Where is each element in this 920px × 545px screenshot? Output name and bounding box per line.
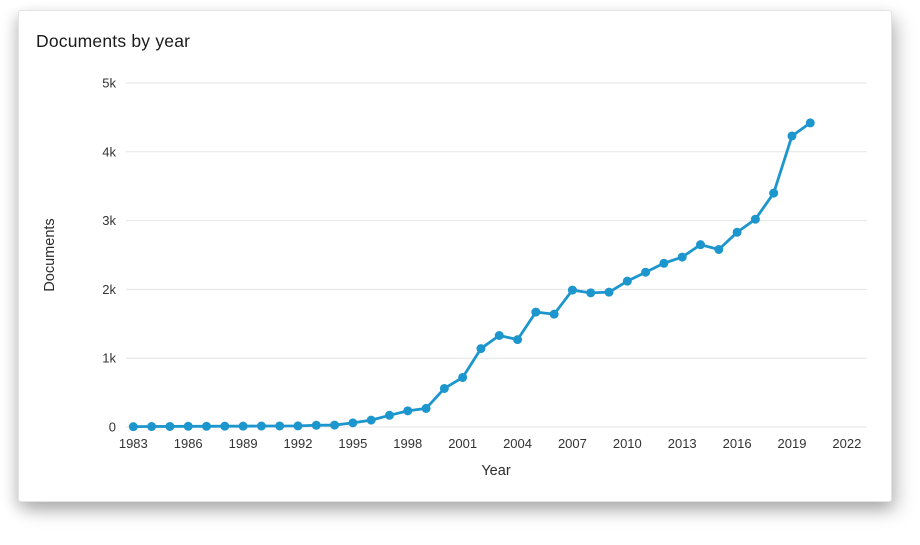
data-point-2007[interactable] bbox=[567, 285, 577, 295]
y-tick-label: 3k bbox=[102, 213, 116, 228]
data-point-1987[interactable] bbox=[202, 421, 212, 431]
data-point-1989[interactable] bbox=[238, 421, 248, 431]
data-point-1991[interactable] bbox=[275, 421, 285, 431]
data-point-1988[interactable] bbox=[220, 421, 230, 431]
data-point-1984[interactable] bbox=[147, 422, 157, 432]
documents-by-year-chart: 0 1k 2k 3k 4k 5k 1983 1986 1989 1992 1995 1998 2001 2… bbox=[102, 76, 867, 451]
x-tick-label: 2013 bbox=[668, 436, 697, 451]
data-point-2017[interactable] bbox=[750, 214, 760, 224]
y-tick-label: 1k bbox=[102, 351, 116, 366]
x-tick-label: 2022 bbox=[832, 436, 861, 451]
x-tick-label: 1998 bbox=[393, 436, 422, 451]
data-point-1999[interactable] bbox=[421, 403, 431, 413]
y-tick-label: 4k bbox=[102, 144, 116, 159]
data-point-1997[interactable] bbox=[384, 410, 394, 420]
chart-card: Documents by year Documents Year 0 1k 2k 3k… bbox=[18, 10, 892, 502]
data-point-1993[interactable] bbox=[311, 420, 321, 430]
data-point-2012[interactable] bbox=[659, 258, 669, 268]
data-point-1986[interactable] bbox=[183, 421, 193, 431]
x-tick-label: 2016 bbox=[723, 436, 752, 451]
y-tick-label: 5k bbox=[102, 76, 116, 91]
x-tick-label: 1983 bbox=[119, 436, 148, 451]
data-point-2018[interactable] bbox=[769, 188, 779, 198]
data-point-1998[interactable] bbox=[403, 406, 413, 416]
y-tick-label: 2k bbox=[102, 282, 116, 297]
data-point-2005[interactable] bbox=[531, 307, 541, 317]
data-point-2002[interactable] bbox=[476, 344, 486, 354]
data-point-2009[interactable] bbox=[604, 287, 614, 297]
x-tick-label: 1989 bbox=[229, 436, 258, 451]
data-point-2006[interactable] bbox=[549, 309, 559, 319]
data-point-2008[interactable] bbox=[586, 288, 596, 298]
data-point-1985[interactable] bbox=[165, 421, 175, 431]
x-tick-label: 2019 bbox=[778, 436, 807, 451]
data-point-2019[interactable] bbox=[787, 131, 797, 141]
data-point-2010[interactable] bbox=[622, 276, 632, 286]
data-point-2001[interactable] bbox=[458, 372, 468, 382]
x-tick-label: 2010 bbox=[613, 436, 642, 451]
data-point-2020[interactable] bbox=[805, 118, 815, 128]
x-axis-title: Year bbox=[481, 463, 511, 479]
data-point-2016[interactable] bbox=[732, 227, 742, 237]
x-tick-label: 2001 bbox=[448, 436, 477, 451]
x-tick-label: 2007 bbox=[558, 436, 587, 451]
data-point-2013[interactable] bbox=[677, 252, 687, 262]
data-point-1994[interactable] bbox=[330, 420, 340, 430]
chart-title: Documents by year bbox=[36, 31, 191, 51]
y-tick-label: 0 bbox=[109, 420, 116, 435]
data-point-1990[interactable] bbox=[256, 421, 266, 431]
data-point-2000[interactable] bbox=[439, 383, 449, 393]
x-tick-label: 1992 bbox=[284, 436, 313, 451]
x-tick-label: 1986 bbox=[174, 436, 203, 451]
data-point-1995[interactable] bbox=[348, 418, 358, 428]
data-point-1996[interactable] bbox=[366, 415, 376, 425]
data-point-1992[interactable] bbox=[293, 421, 303, 431]
data-point-2011[interactable] bbox=[641, 267, 651, 277]
x-tick-label: 1995 bbox=[338, 436, 367, 451]
data-point-2004[interactable] bbox=[513, 335, 523, 345]
x-tick-label: 2004 bbox=[503, 436, 532, 451]
series-line bbox=[131, 121, 812, 429]
data-point-1983[interactable] bbox=[128, 422, 138, 432]
data-point-2014[interactable] bbox=[696, 240, 706, 250]
data-point-2003[interactable] bbox=[494, 330, 504, 340]
data-point-2015[interactable] bbox=[714, 244, 724, 254]
